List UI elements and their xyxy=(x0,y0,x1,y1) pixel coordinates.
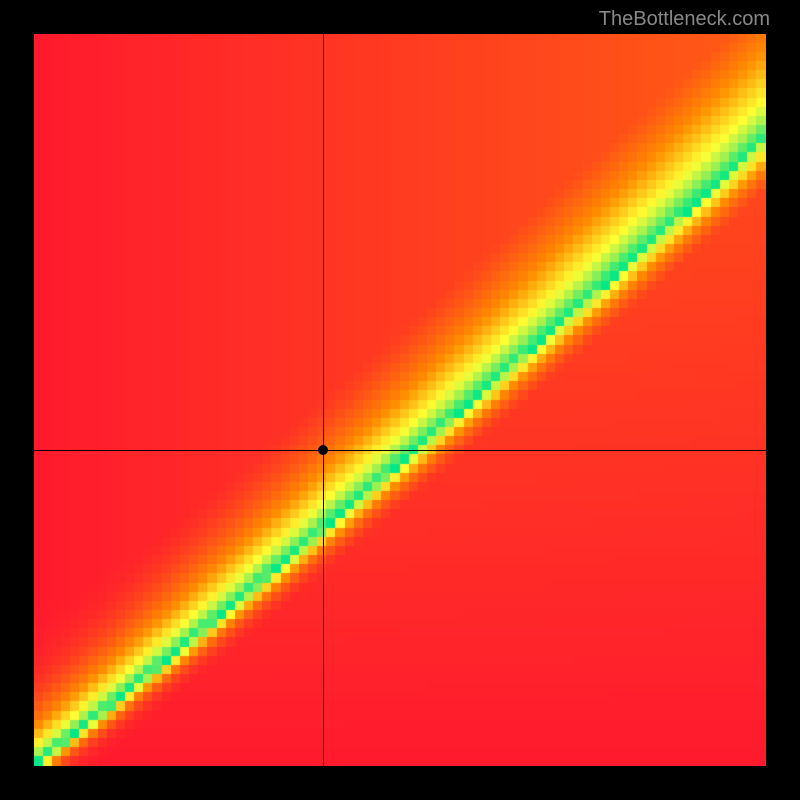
chart-area xyxy=(34,34,766,766)
crosshair-vertical xyxy=(323,34,324,766)
chart-container: TheBottleneck.com xyxy=(0,0,800,800)
crosshair-horizontal xyxy=(34,450,766,451)
watermark-text: TheBottleneck.com xyxy=(599,8,770,31)
heatmap-canvas xyxy=(34,34,766,766)
crosshair-marker xyxy=(318,445,328,455)
